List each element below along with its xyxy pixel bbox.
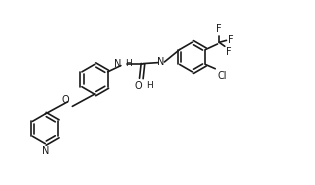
Text: F: F — [216, 24, 222, 34]
Text: N: N — [114, 59, 122, 69]
Text: Cl: Cl — [218, 71, 227, 81]
Text: F: F — [226, 47, 232, 57]
Text: N: N — [42, 146, 49, 156]
Text: H: H — [146, 81, 153, 90]
Text: N: N — [158, 57, 165, 67]
Text: H: H — [125, 59, 132, 68]
Text: O: O — [61, 95, 69, 105]
Text: O: O — [135, 81, 142, 91]
Text: F: F — [228, 35, 234, 45]
